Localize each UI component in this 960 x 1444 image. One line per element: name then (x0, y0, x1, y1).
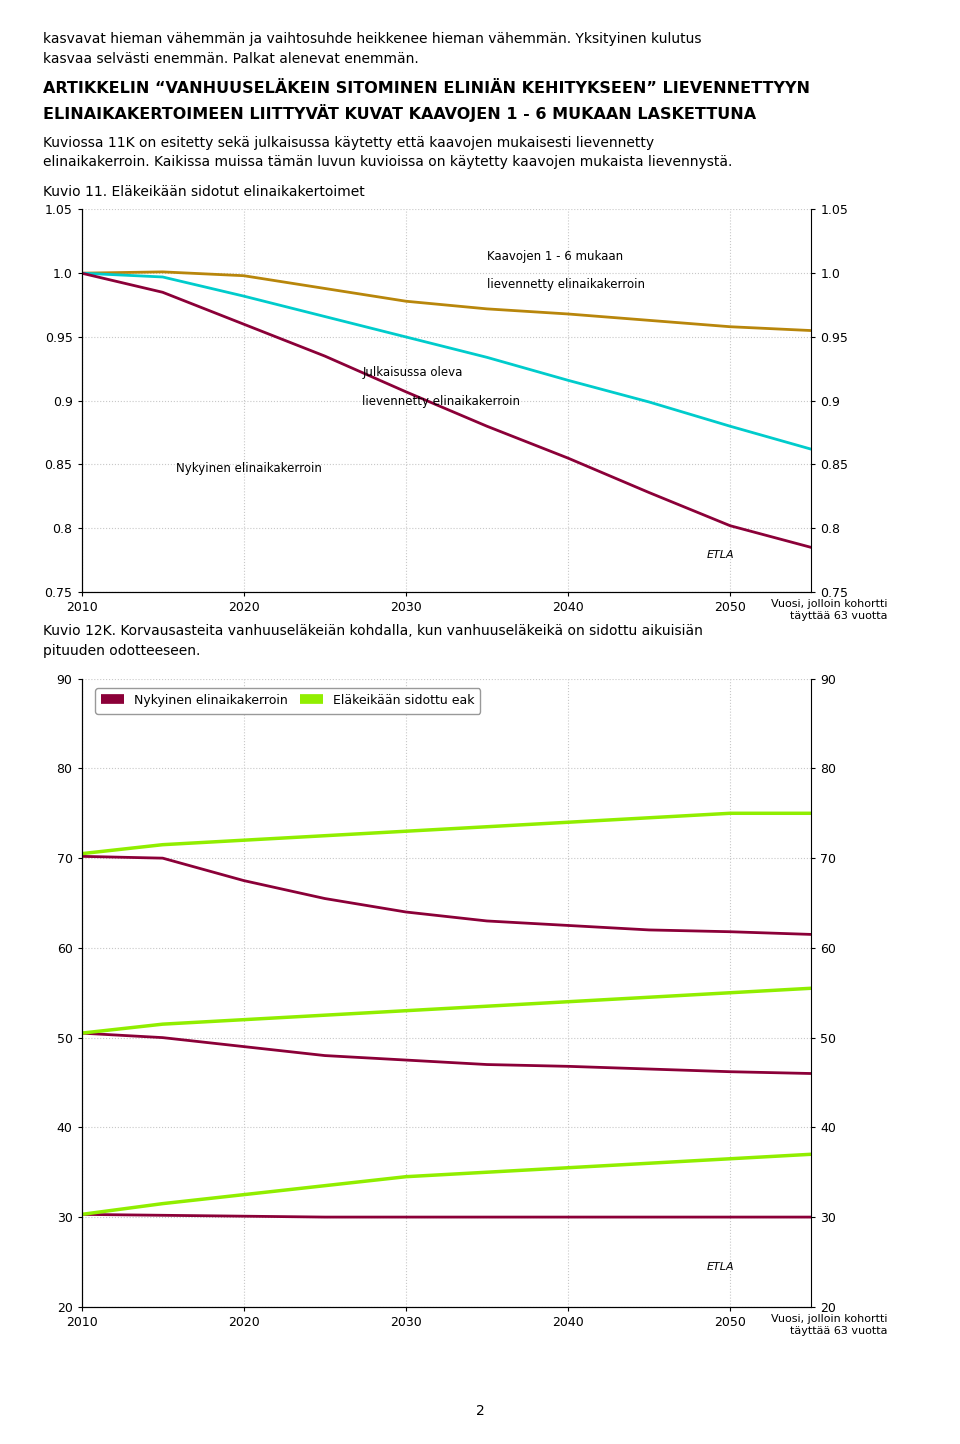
Text: ETLA: ETLA (707, 550, 734, 559)
Text: elinaikakerroin. Kaikissa muissa tämän luvun kuvioissa on käytetty kaavojen muka: elinaikakerroin. Kaikissa muissa tämän l… (43, 155, 732, 169)
Text: ELINAIKAKERTOIMEEN LIITTYVÄT KUVAT KAAVOJEN 1 - 6 MUKAAN LASKETTUNA: ELINAIKAKERTOIMEEN LIITTYVÄT KUVAT KAAVO… (43, 104, 756, 121)
Legend: Nykyinen elinaikakerroin, Eläkeikään sidottu eak: Nykyinen elinaikakerroin, Eläkeikään sid… (95, 689, 480, 713)
Text: Kuvio 12K. Korvausasteita vanhuuseläkeiän kohdalla, kun vanhuuseläkeikä on sidot: Kuvio 12K. Korvausasteita vanhuuseläkeiä… (43, 624, 703, 638)
Text: Kuvio 11. Eläkeikään sidotut elinaikakertoimet: Kuvio 11. Eläkeikään sidotut elinaikaker… (43, 185, 365, 199)
Text: Kuviossa 11K on esitetty sekä julkaisussa käytetty että kaavojen mukaisesti liev: Kuviossa 11K on esitetty sekä julkaisuss… (43, 136, 655, 150)
Text: Julkaisussa oleva: Julkaisussa oleva (363, 367, 463, 380)
Text: Kaavojen 1 - 6 mukaan: Kaavojen 1 - 6 mukaan (487, 250, 623, 263)
Text: lievennetty elinaikakerroin: lievennetty elinaikakerroin (487, 279, 644, 292)
Text: lievennetty elinaikakerroin: lievennetty elinaikakerroin (363, 396, 520, 409)
Text: Nykyinen elinaikakerroin: Nykyinen elinaikakerroin (177, 462, 323, 475)
Text: ETLA: ETLA (707, 1262, 734, 1272)
Text: kasvavat hieman vähemmän ja vaihtosuhde heikkenee hieman vähemmän. Yksityinen ku: kasvavat hieman vähemmän ja vaihtosuhde … (43, 32, 702, 46)
Text: pituuden odotteeseen.: pituuden odotteeseen. (43, 644, 201, 658)
Text: kasvaa selvästi enemmän. Palkat alenevat enemmän.: kasvaa selvästi enemmän. Palkat alenevat… (43, 52, 419, 66)
Text: ARTIKKELIN “VANHUUSELÄKEIN SITOMINEN ELINIÄN KEHITYKSEEN” LIEVENNETTYYN: ARTIKKELIN “VANHUUSELÄKEIN SITOMINEN ELI… (43, 81, 810, 95)
Text: Vuosi, jolloin kohortti
täyttää 63 vuotta: Vuosi, jolloin kohortti täyttää 63 vuott… (772, 599, 888, 621)
Text: 2: 2 (475, 1404, 485, 1418)
Text: Vuosi, jolloin kohortti
täyttää 63 vuotta: Vuosi, jolloin kohortti täyttää 63 vuott… (772, 1314, 888, 1336)
